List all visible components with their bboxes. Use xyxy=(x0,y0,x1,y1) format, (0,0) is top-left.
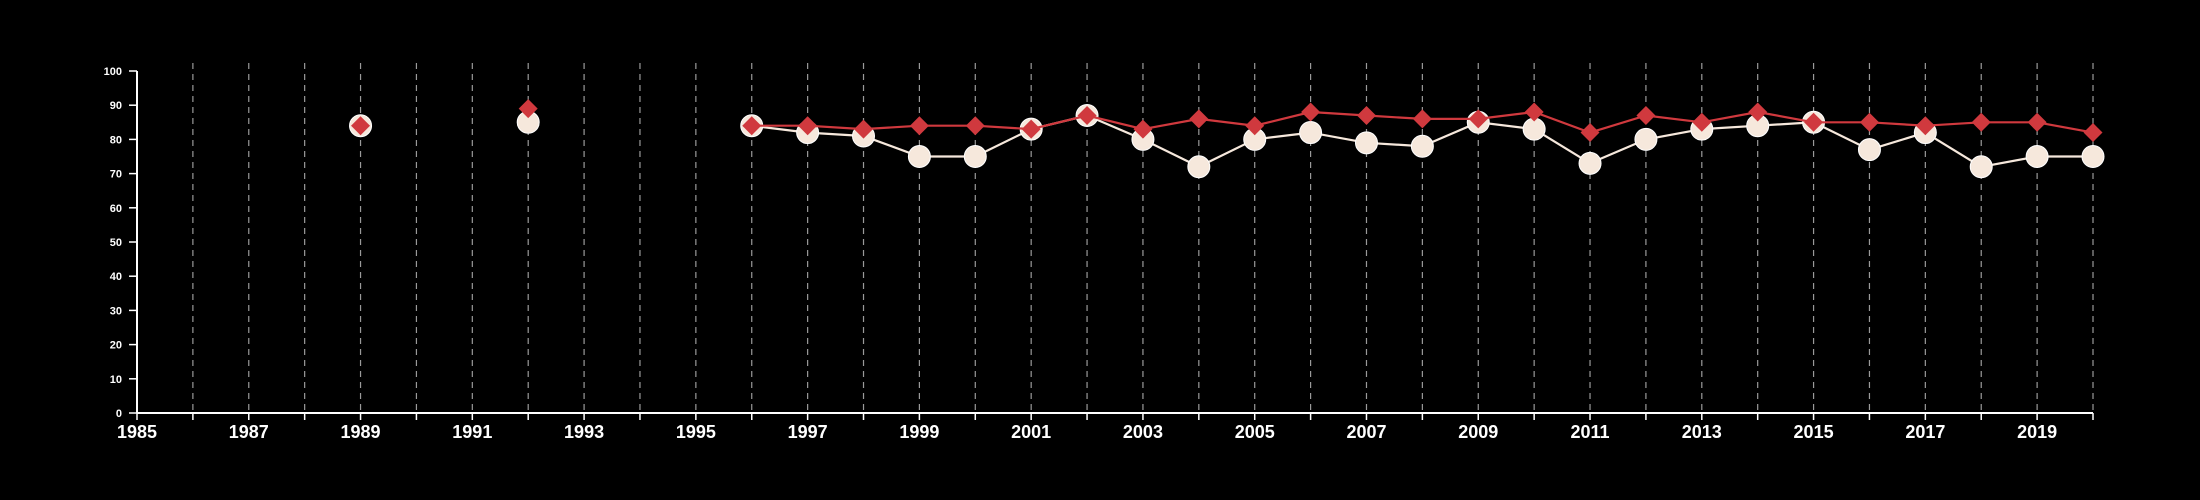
series-1-point-1989 xyxy=(351,116,371,136)
y-tick-label-40: 40 xyxy=(110,271,122,283)
y-tick-label-20: 20 xyxy=(110,340,122,352)
x-tick-label-1997: 1997 xyxy=(788,422,828,442)
series-1-point-2018 xyxy=(1971,112,1991,132)
series-1-point-2011 xyxy=(1580,123,1600,143)
series-1-point-2012 xyxy=(1636,105,1656,125)
series-1-point-2005 xyxy=(1245,116,1265,136)
series-1-point-2004 xyxy=(1189,109,1209,129)
series-1 xyxy=(351,99,2103,143)
series-1-point-2006 xyxy=(1301,102,1321,122)
x-tick-label-1985: 1985 xyxy=(117,422,157,442)
x-tick-label-2013: 2013 xyxy=(1682,422,1722,442)
series-1-point-1998 xyxy=(854,119,874,139)
series-0-point-2000 xyxy=(963,145,987,168)
y-tick-label-10: 10 xyxy=(110,374,122,386)
series-1-point-2014 xyxy=(1748,102,1768,122)
series-1-point-2019 xyxy=(2027,112,2047,132)
x-tick-label-2011: 2011 xyxy=(1570,422,1609,442)
x-tick-label-1999: 1999 xyxy=(899,422,939,442)
series-0-point-2019 xyxy=(2025,145,2049,168)
x-tick-label-2017: 2017 xyxy=(1905,422,1945,442)
x-tick-label-1987: 1987 xyxy=(229,422,269,442)
series-0-point-2011 xyxy=(1578,151,1602,175)
series-1-point-2001 xyxy=(1021,119,1041,139)
x-tick-label-2003: 2003 xyxy=(1123,422,1163,442)
series-1-point-2002 xyxy=(1077,105,1097,125)
series-1-point-2013 xyxy=(1692,112,1712,132)
series-1-point-2008 xyxy=(1412,109,1432,129)
series-1-point-2003 xyxy=(1133,119,1153,139)
series-1-point-2009 xyxy=(1468,109,1488,129)
series-1-point-1999 xyxy=(909,116,929,136)
series-1-point-1996 xyxy=(742,116,762,136)
x-tick-label-2019: 2019 xyxy=(2017,422,2057,442)
series-1-point-2016 xyxy=(1859,112,1879,132)
series-0-point-2008 xyxy=(1410,134,1434,158)
series-0-point-2018 xyxy=(1969,155,1993,179)
series-1-point-2017 xyxy=(1915,116,1935,136)
series-0-point-2012 xyxy=(1634,127,1658,151)
series-1-point-2020 xyxy=(2083,123,2103,143)
x-tick-label-2009: 2009 xyxy=(1458,422,1498,442)
series-0 xyxy=(349,103,2105,179)
y-tick-label-0: 0 xyxy=(116,408,122,420)
series xyxy=(349,99,2105,179)
y-tick-label-80: 80 xyxy=(110,134,122,146)
series-0-point-2006 xyxy=(1299,121,1323,145)
series-1-point-2010 xyxy=(1524,102,1544,122)
series-1-point-2000 xyxy=(965,116,985,136)
series-0-point-1999 xyxy=(907,145,931,168)
series-1-point-2015 xyxy=(1804,112,1824,132)
x-tick-label-2005: 2005 xyxy=(1235,422,1275,442)
series-0-point-2004 xyxy=(1187,155,1211,179)
series-1-point-1992 xyxy=(518,99,538,119)
x-tick-label-1993: 1993 xyxy=(564,422,604,442)
x-tick-label-1995: 1995 xyxy=(676,422,716,442)
series-0-point-2007 xyxy=(1354,131,1378,155)
x-tick-label-1991: 1991 xyxy=(452,422,492,442)
x-tick-label-2001: 2001 xyxy=(1011,422,1051,442)
y-tick-label-50: 50 xyxy=(110,237,122,249)
axes: 0 10 20 30 40 50 60 70 80 90 100 1985 1987 1989 1991 19… xyxy=(104,66,2094,442)
y-tick-label-100: 100 xyxy=(104,66,122,78)
y-tick-label-90: 90 xyxy=(110,100,122,112)
series-0-point-2020 xyxy=(2081,145,2105,168)
series-1-point-1997 xyxy=(798,116,818,136)
x-tick-label-1989: 1989 xyxy=(341,422,381,442)
series-0-point-2016 xyxy=(1857,138,1881,162)
y-tick-label-30: 30 xyxy=(110,305,122,317)
series-1-point-2007 xyxy=(1356,105,1376,125)
y-tick-label-60: 60 xyxy=(110,203,122,215)
x-tick-label-2015: 2015 xyxy=(1794,422,1834,442)
x-tick-label-2007: 2007 xyxy=(1346,422,1386,442)
y-tick-label-70: 70 xyxy=(110,169,122,181)
